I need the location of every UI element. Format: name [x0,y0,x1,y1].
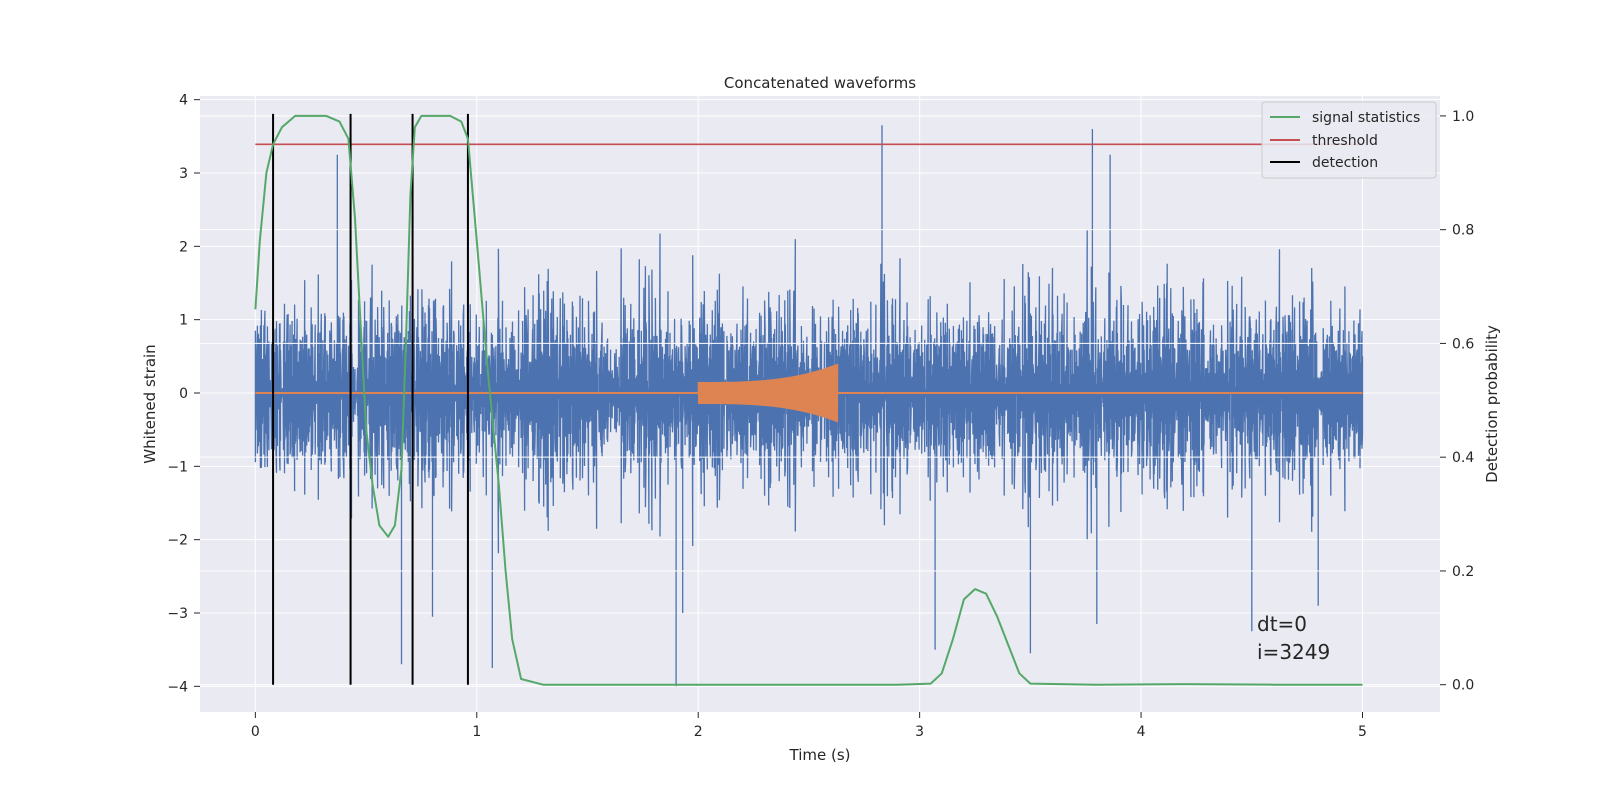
y-axis-label: Whitened strain [141,344,159,463]
signal-statistics-line [254,114,1363,686]
x-tick-label: 3 [915,724,924,740]
legend-label-detection: detection [1312,155,1378,171]
y-tick-label: 3 [179,166,188,182]
waveform-line [697,363,839,423]
x-tick-label: 1 [472,724,481,740]
waveform-series [255,363,1363,423]
y2-axis-label: Detection probability [1483,325,1501,483]
y2-tick-label: 0.0 [1452,678,1474,694]
y-tick-label: −4 [167,679,188,695]
y-tick-label: 1 [179,313,188,329]
x-tick-label: 0 [251,724,260,740]
x-tick-label: 2 [694,724,703,740]
y2-tick-label: 0.6 [1452,336,1474,352]
y2-ticks: 0.0 0.2 0.4 0.6 0.8 1.0 [1440,109,1474,694]
y-ticks: −4 −3 −2 −1 0 1 2 3 4 [167,93,200,695]
y-tick-label: 2 [179,239,188,255]
chart-title: Concatenated waveforms [724,74,916,92]
legend-label-threshold: threshold [1312,133,1378,149]
y-tick-label: −2 [167,533,188,549]
y2-tick-label: 0.2 [1452,564,1474,580]
x-ticks: 0 1 2 3 4 5 [251,712,1367,740]
legend-box [1261,101,1437,179]
annotation-dt: dt=0 [1257,612,1307,636]
y2-tick-label: 1.0 [1452,109,1474,125]
legend-label-signal-statistics: signal statistics [1312,110,1420,126]
y2-tick-label: 0.8 [1452,223,1474,239]
annotation-index: i=3249 [1257,640,1330,664]
y-tick-label: −3 [167,606,188,622]
y-tick-label: 4 [179,93,188,109]
legend: signal statistics threshold detection [1261,101,1437,179]
probability-layer [254,113,1363,686]
y-tick-label: −1 [167,459,188,475]
x-tick-label: 5 [1358,724,1367,740]
y2-tick-label: 0.4 [1452,450,1474,466]
x-axis-label: Time (s) [789,746,851,764]
y-tick-label: 0 [179,386,188,402]
x-tick-label: 4 [1137,724,1146,740]
